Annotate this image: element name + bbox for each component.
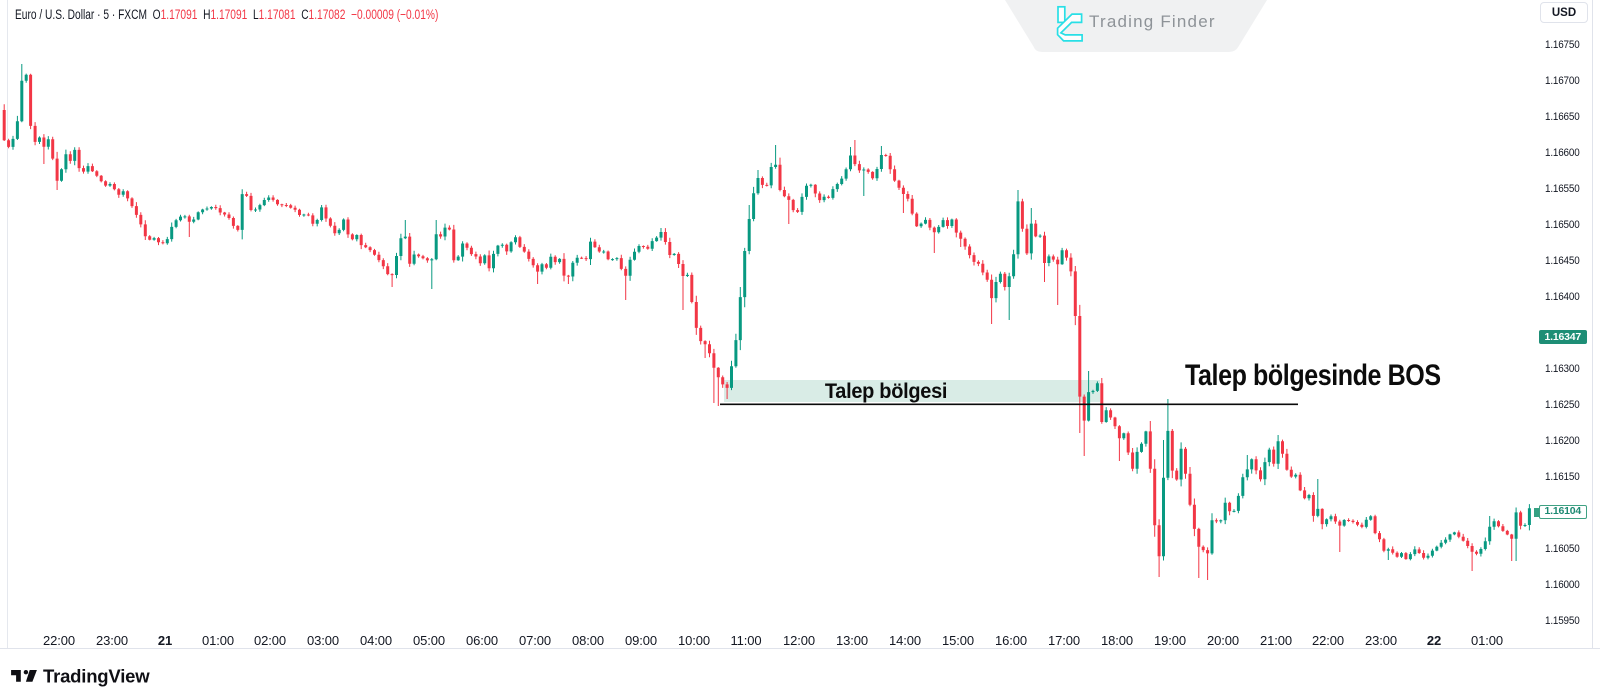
svg-text:Trading Finder: Trading Finder xyxy=(1089,12,1216,31)
svg-text:TradingView: TradingView xyxy=(43,667,150,687)
